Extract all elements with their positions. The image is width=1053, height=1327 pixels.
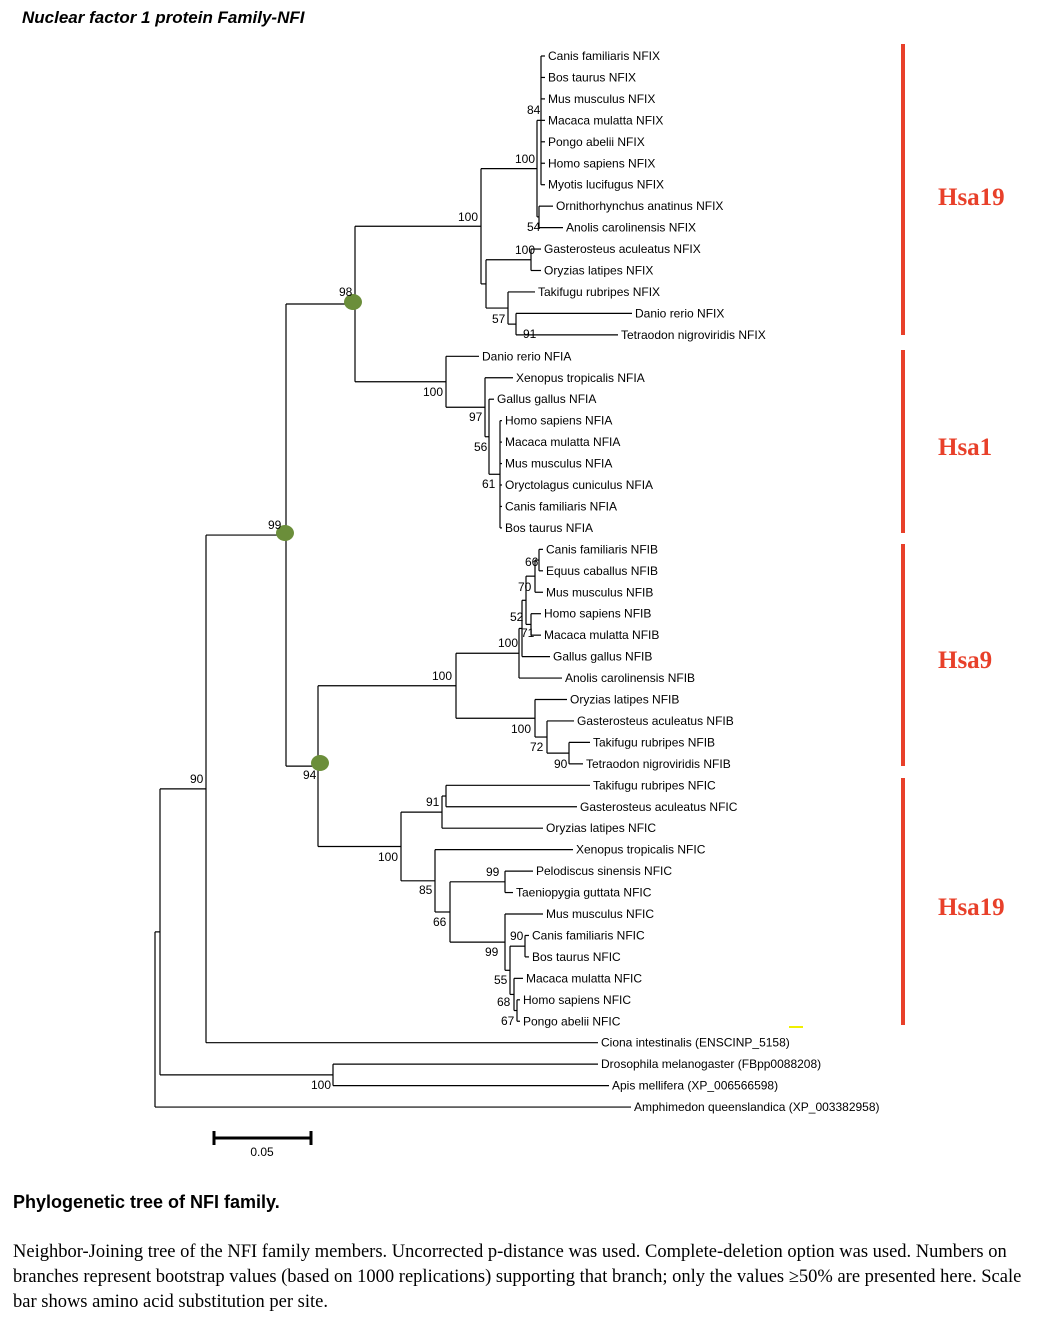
- leaf-label: Takifugu rubripes NFIC: [593, 778, 716, 792]
- bootstrap-value: 55: [494, 973, 508, 987]
- leaf-label: Gasterosteus aculeatus NFIC: [580, 800, 738, 814]
- bootstrap-value: 90: [554, 757, 568, 771]
- scale-bar-label: 0.05: [250, 1145, 274, 1159]
- leaf-label: Macaca mulatta NFIX: [548, 113, 663, 127]
- leaf-label: Oryzias latipes NFIB: [570, 693, 679, 707]
- leaf-label: Oryzias latipes NFIX: [544, 264, 653, 278]
- leaf-label: Gallus gallus NFIB: [553, 650, 652, 664]
- leaf-label: Homo sapiens NFIX: [548, 156, 655, 170]
- leaf-label: Xenopus tropicalis NFIA: [516, 371, 645, 385]
- bootstrap-value: 61: [482, 477, 496, 491]
- leaf-label: Canis familiaris NFIA: [505, 499, 617, 513]
- bootstrap-value: 71: [521, 626, 535, 640]
- leaf-label: Canis familiaris NFIX: [548, 49, 660, 63]
- leaf-label: Danio rerio NFIA: [482, 349, 571, 363]
- bootstrap-value: 85: [419, 883, 433, 897]
- leaf-label: Bos taurus NFIC: [532, 950, 621, 964]
- leaf-label: Takifugu rubripes NFIB: [593, 735, 715, 749]
- bootstrap-value: 98: [339, 285, 353, 299]
- node-marker: [276, 525, 294, 541]
- leaf-label: Anolis carolinensis NFIX: [566, 221, 696, 235]
- leaf-label: Takifugu rubripes NFIX: [538, 285, 660, 299]
- bootstrap-value: 100: [423, 385, 443, 399]
- bootstrap-value: 68: [497, 995, 511, 1009]
- bootstrap-value: 100: [311, 1078, 331, 1092]
- bootstrap-value: 66: [433, 915, 447, 929]
- bootstrap-value: 72: [530, 740, 544, 754]
- caption-body: Neighbor-Joining tree of the NFI family …: [13, 1242, 1022, 1312]
- leaf-label: Xenopus tropicalis NFIC: [576, 843, 706, 857]
- bootstrap-value: 91: [426, 795, 440, 809]
- leaf-label: Mus musculus NFIX: [548, 92, 655, 106]
- bootstrap-value: 52: [510, 610, 524, 624]
- leaf-label: Apis mellifera (XP_006566598): [612, 1079, 778, 1093]
- bootstrap-value: 100: [498, 636, 518, 650]
- leaf-label: Oryzias latipes NFIC: [546, 821, 656, 835]
- leaf-label: Mus musculus NFIC: [546, 907, 654, 921]
- leaf-label: Macaca mulatta NFIB: [544, 628, 659, 642]
- leaf-label: Homo sapiens NFIC: [523, 993, 631, 1007]
- leaf-label: Bos taurus NFIA: [505, 521, 593, 535]
- leaf-label: Macaca mulatta NFIA: [505, 435, 620, 449]
- leaf-label: Tetraodon nigroviridis NFIB: [586, 757, 731, 771]
- bootstrap-value: 99: [486, 865, 500, 879]
- leaf-label: Tetraodon nigroviridis NFIX: [621, 328, 766, 342]
- bootstrap-value: 54: [527, 220, 541, 234]
- bootstrap-value: 94: [303, 768, 317, 782]
- leaf-label: Canis familiaris NFIB: [546, 542, 658, 556]
- group-label: Hsa19: [938, 184, 1005, 211]
- leaf-label: Mus musculus NFIA: [505, 457, 612, 471]
- node-marker: [311, 755, 329, 771]
- figure-title: Nuclear factor 1 protein Family-NFI: [22, 8, 305, 27]
- leaf-label: Myotis lucifugus NFIX: [548, 178, 664, 192]
- phylogenetic-tree: Canis familiaris NFIX Bos taurus NFIX Mus …: [154, 44, 1005, 1159]
- bootstrap-value: 56: [474, 440, 488, 454]
- leaf-label: Canis familiaris NFIC: [532, 928, 645, 942]
- leaf-label: Gasterosteus aculeatus NFIX: [544, 242, 701, 256]
- bootstrap-value: 57: [492, 312, 506, 326]
- node-marker: [344, 294, 362, 310]
- bootstrap-value: 84: [527, 103, 541, 117]
- leaf-label: Homo sapiens NFIA: [505, 414, 612, 428]
- bootstrap-value: 91: [523, 327, 537, 341]
- leaf-label: Oryctolagus cuniculus NFIA: [505, 478, 653, 492]
- bootstrap-value: 100: [515, 152, 535, 166]
- leaf-label: Homo sapiens NFIB: [544, 607, 651, 621]
- bootstrap-value: 100: [515, 243, 535, 257]
- bootstrap-value: 99: [268, 518, 282, 532]
- bootstrap-value: 97: [469, 410, 483, 424]
- leaf-label: Anolis carolinensis NFIB: [565, 671, 695, 685]
- bootstrap-value: 100: [458, 210, 478, 224]
- group-label: Hsa19: [938, 894, 1005, 921]
- leaf-label: Macaca mulatta NFIC: [526, 971, 642, 985]
- leaf-label: Bos taurus NFIX: [548, 70, 636, 84]
- leaf-label: Taeniopygia guttata NFIC: [516, 886, 652, 900]
- bootstrap-value: 90: [190, 772, 204, 786]
- group-label: Hsa9: [938, 647, 992, 674]
- group-label: Hsa1: [938, 434, 992, 461]
- bootstrap-value: 66: [525, 555, 539, 569]
- bootstrap-value: 100: [378, 850, 398, 864]
- leaf-label: Equus caballus NFIB: [546, 564, 658, 578]
- leaf-label: Gasterosteus aculeatus NFIB: [577, 714, 734, 728]
- leaf-label: Ornithorhynchus anatinus NFIX: [556, 199, 723, 213]
- bootstrap-value: 99: [485, 945, 499, 959]
- caption-heading: Phylogenetic tree of NFI family.: [13, 1192, 280, 1212]
- bootstrap-value: 70: [518, 580, 532, 594]
- bootstrap-value: 100: [432, 669, 452, 683]
- leaf-label: Gallus gallus NFIA: [497, 392, 596, 406]
- leaf-label: Pelodiscus sinensis NFIC: [536, 864, 672, 878]
- bootstrap-value: 90: [510, 929, 524, 943]
- leaf-label: Pongo abelii NFIX: [548, 135, 645, 149]
- bootstrap-value: 100: [511, 722, 531, 736]
- leaf-label: Amphimedon queenslandica (XP_003382958): [634, 1100, 880, 1114]
- leaf-label: Danio rerio NFIX: [635, 306, 724, 320]
- leaf-label: Mus musculus NFIB: [546, 585, 653, 599]
- leaf-label: Pongo abelii NFIC: [523, 1014, 621, 1028]
- bootstrap-value: 67: [501, 1014, 515, 1028]
- leaf-label: Ciona intestinalis (ENSCINP_5158): [601, 1036, 790, 1050]
- leaf-label: Drosophila melanogaster (FBpp0088208): [601, 1057, 821, 1071]
